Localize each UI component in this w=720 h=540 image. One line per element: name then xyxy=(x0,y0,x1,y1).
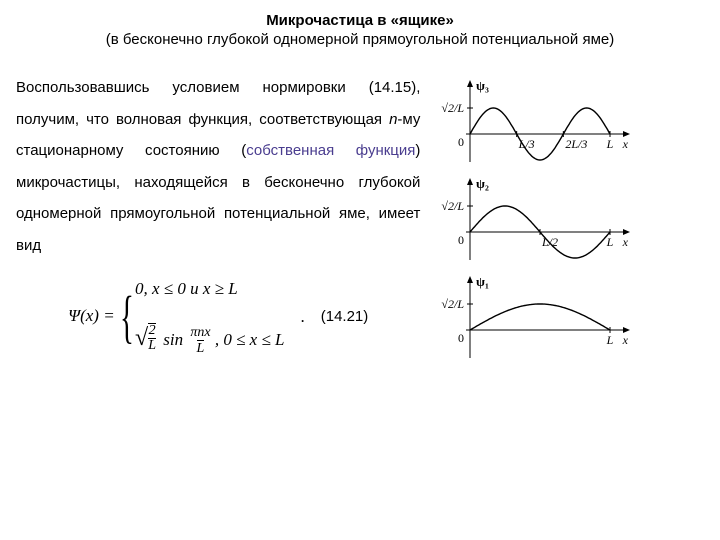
svg-text:0: 0 xyxy=(458,135,464,149)
svg-text:√2/L: √2/L xyxy=(442,199,465,213)
formula-dot: . xyxy=(300,299,304,335)
page-title: Микрочастица в «ящике» xyxy=(16,12,704,29)
para-part1: Воспользовавшись условием нормировки (14… xyxy=(16,79,420,128)
graph-psi3: √2/L 0 L L/3 2L/3 x ψ₃ xyxy=(434,76,634,168)
graph-psi1: √2/L 0 Lx ψ₁ xyxy=(434,272,634,364)
content-row: Воспользовавшись условием нормировки (14… xyxy=(16,72,704,364)
case-2: √ 2 L sin πnx L , 0 ≤ x ≤ L xyxy=(135,313,284,363)
svg-text:L: L xyxy=(606,333,614,347)
svg-text:x: x xyxy=(622,137,629,151)
sqrt-den: L xyxy=(148,338,156,353)
svg-text:√2/L: √2/L xyxy=(442,101,465,115)
svg-text:L: L xyxy=(606,137,614,151)
svg-text:ψ₂: ψ₂ xyxy=(476,176,489,191)
sqrt-num: 2 xyxy=(149,324,156,338)
svg-text:ψ₁: ψ₁ xyxy=(476,274,489,289)
case2-tail: , 0 ≤ x ≤ L xyxy=(215,330,285,349)
eigen-highlight: собственная функция xyxy=(246,142,415,159)
graphs-column: √2/L 0 L L/3 2L/3 x ψ₃ √2/L 0 L L/2 x ψ₂ √2/L 0 Lx ψ₁ xyxy=(434,72,704,364)
formula-lhs: Ψ(x) = xyxy=(68,306,115,325)
case-1: 0, x ≤ 0 и x ≥ L xyxy=(135,271,284,307)
body-text: Воспользовавшись условием нормировки (14… xyxy=(16,72,420,364)
svg-text:L/2: L/2 xyxy=(541,235,558,249)
frac-num: πnx xyxy=(190,326,210,340)
svg-text:x: x xyxy=(622,333,629,347)
svg-text:0: 0 xyxy=(458,233,464,247)
sin: sin xyxy=(163,330,183,349)
formula-block: Ψ(x) = { 0, x ≤ 0 и x ≥ L √ 2 L sin xyxy=(16,271,420,363)
svg-text:L/3: L/3 xyxy=(518,137,535,151)
page-subtitle: (в бесконечно глубокой одномерной прямоу… xyxy=(16,31,704,48)
formula-cases: 0, x ≤ 0 и x ≥ L √ 2 L sin πnx L xyxy=(135,271,284,363)
svg-text:2L/3: 2L/3 xyxy=(566,137,588,151)
frac-den: L xyxy=(197,340,205,356)
formula-number: (14.21) xyxy=(321,301,369,333)
graph-psi2: √2/L 0 L L/2 x ψ₂ xyxy=(434,174,634,266)
svg-text:x: x xyxy=(622,235,629,249)
svg-text:L: L xyxy=(606,235,614,249)
svg-text:ψ₃: ψ₃ xyxy=(476,78,489,93)
svg-text:√2/L: √2/L xyxy=(442,297,465,311)
svg-text:0: 0 xyxy=(458,331,464,345)
formula-brace: { xyxy=(120,288,134,346)
